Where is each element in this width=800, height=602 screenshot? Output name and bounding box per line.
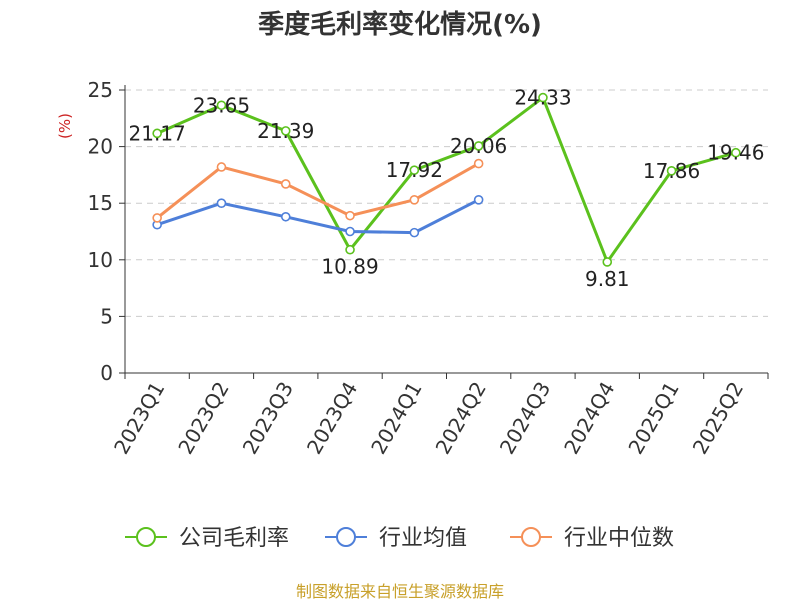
data-label: 21.39 — [257, 119, 314, 143]
data-label: 23.65 — [193, 93, 250, 117]
source-note: 制图数据来自恒生聚源数据库 — [295, 582, 504, 601]
data-label: 21.17 — [129, 121, 186, 145]
legend: 公司毛利率 行业均值 行业中位数 — [125, 526, 674, 551]
data-labels: 21.17 23.65 21.39 10.89 17.92 20.06 24.33 9.81 1… — [129, 86, 765, 291]
y-tick-label: 5 — [100, 304, 113, 328]
y-axis-label: (%) — [56, 113, 74, 139]
data-point — [409, 165, 420, 175]
y-tick-label: 10 — [88, 248, 113, 272]
data-point — [409, 195, 420, 205]
series-line — [156, 198, 480, 235]
x-tick-label: 2023Q1 — [109, 378, 169, 459]
data-point — [345, 210, 355, 221]
data-point — [602, 257, 613, 267]
y-tick-label: 0 — [100, 361, 113, 385]
x-tick-label: 2024Q2 — [431, 378, 491, 459]
data-point — [280, 211, 291, 222]
legend-item: 行业均值 — [325, 526, 467, 551]
y-tick-label: 20 — [88, 135, 113, 159]
series-lines — [152, 92, 741, 267]
data-point — [538, 92, 548, 103]
legend-marker — [521, 527, 541, 547]
x-tick-label: 2025Q2 — [688, 378, 748, 459]
x-tick-label: 2024Q3 — [495, 378, 555, 459]
data-point — [409, 227, 420, 238]
legend-label: 行业均值 — [379, 526, 467, 551]
data-point — [345, 244, 355, 255]
data-point — [152, 128, 162, 139]
data-point — [731, 147, 741, 158]
data-point — [345, 226, 355, 237]
x-tick-label: 2023Q2 — [173, 378, 233, 459]
data-point — [216, 100, 227, 111]
data-point — [216, 162, 227, 172]
legend-label: 行业中位数 — [564, 526, 674, 551]
data-label: 19.46 — [707, 141, 764, 165]
series-line — [156, 96, 737, 264]
chart-title: 季度毛利率变化情况(%) — [258, 10, 542, 40]
data-point — [473, 141, 484, 151]
x-tick-label: 2025Q1 — [623, 378, 683, 459]
x-tick-label: 2024Q1 — [366, 378, 426, 459]
y-tick-label: 25 — [88, 78, 113, 102]
x-tick-label: 2023Q3 — [238, 378, 298, 459]
data-point — [280, 126, 291, 136]
data-point — [216, 198, 227, 208]
data-point — [666, 166, 677, 176]
data-point — [473, 195, 484, 205]
data-point — [152, 213, 162, 223]
legend-marker — [336, 527, 356, 547]
legend-item: 行业中位数 — [510, 526, 674, 551]
x-tick-label: 2024Q4 — [559, 378, 619, 459]
data-label: 10.89 — [321, 255, 378, 279]
x-tick-label: 2023Q4 — [302, 378, 362, 459]
legend-marker — [136, 527, 156, 547]
data-point — [280, 179, 291, 189]
data-label: 17.92 — [386, 158, 443, 182]
legend-item: 公司毛利率 — [125, 526, 289, 551]
data-label: 17.86 — [643, 159, 700, 183]
series-line — [156, 162, 480, 220]
data-label: 20.06 — [450, 134, 507, 158]
legend-label: 公司毛利率 — [179, 526, 289, 551]
grid-lines — [125, 89, 768, 317]
y-tick-label: 15 — [88, 191, 113, 215]
data-label: 9.81 — [585, 267, 630, 291]
data-label: 24.33 — [514, 86, 571, 110]
data-point — [473, 158, 484, 169]
